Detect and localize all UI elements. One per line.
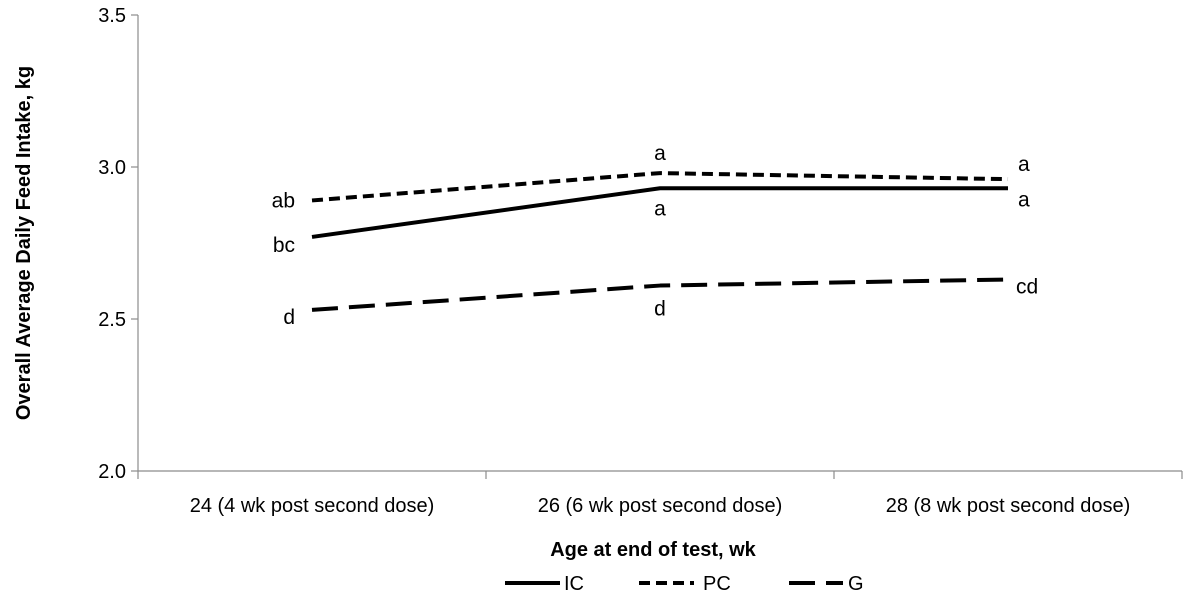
x-axis-ticks: 24 (4 wk post second dose) 26 (6 wk post … [137,471,1183,517]
point-label-g: d [283,306,295,329]
x-tick-label: 28 (8 wk post second dose) [886,495,1131,517]
point-label-g: cd [1016,275,1038,298]
x-tick-label: 26 (6 wk post second dose) [538,495,783,517]
axes [137,15,1182,472]
y-axis-title: Overall Average Daily Feed Intake, kg [13,66,35,420]
point-label-ic: bc [273,234,295,257]
series-line-ic [311,186,1008,239]
y-tick-label: 3.0 [98,157,126,179]
point-label-pc: a [1018,153,1030,176]
series-line-pc [311,171,1009,203]
legend-label-ic: IC [564,573,584,595]
legend-label-pc: PC [703,573,731,595]
y-tick-label: 2.5 [98,309,126,331]
point-label-pc: ab [272,189,295,212]
point-label-ic: a [1018,188,1030,211]
series-line-g [311,277,1009,312]
y-axis-ticks: 2.0 2.5 3.0 3.5 [98,5,138,483]
point-label-pc: a [654,142,666,165]
series-lines [311,171,1009,312]
legend: IC PC G [505,573,864,595]
point-label-ic: a [654,197,666,220]
legend-label-g: G [848,573,864,595]
x-axis-title: Age at end of test, wk [550,539,756,561]
y-tick-label: 2.0 [98,461,126,483]
y-tick-label: 3.5 [98,5,126,27]
x-tick-label: 24 (4 wk post second dose) [190,495,435,517]
point-label-g: d [654,298,666,321]
